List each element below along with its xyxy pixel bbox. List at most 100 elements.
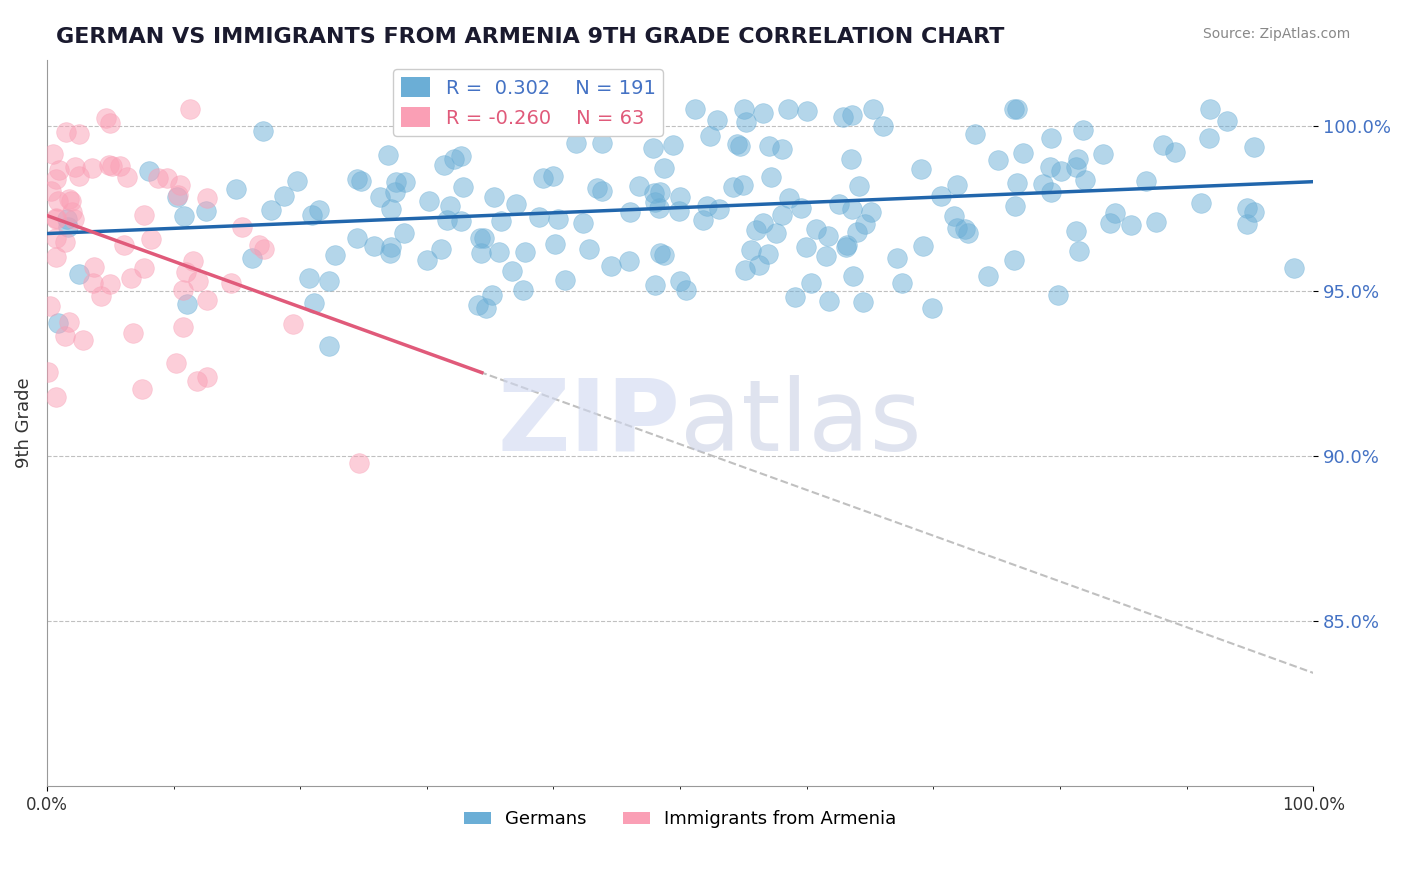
Point xyxy=(349,456,371,470)
Point xyxy=(696,199,718,213)
Point xyxy=(298,270,321,285)
Point xyxy=(67,267,90,281)
Point xyxy=(1144,215,1167,229)
Point xyxy=(186,374,208,388)
Point xyxy=(1050,163,1073,178)
Point xyxy=(1284,260,1306,275)
Point xyxy=(531,171,554,186)
Point xyxy=(1198,131,1220,145)
Point xyxy=(97,158,120,172)
Point xyxy=(132,208,155,222)
Point xyxy=(225,182,247,196)
Point xyxy=(1164,145,1187,160)
Point xyxy=(734,263,756,277)
Point xyxy=(841,108,863,122)
Point xyxy=(146,170,169,185)
Point xyxy=(752,216,775,230)
Point xyxy=(662,138,685,153)
Point xyxy=(628,178,651,193)
Point xyxy=(231,220,253,235)
Point xyxy=(350,173,373,187)
Point xyxy=(346,230,368,244)
Point xyxy=(814,249,837,263)
Point xyxy=(58,192,80,206)
Point xyxy=(89,289,111,303)
Point xyxy=(172,283,194,297)
Point xyxy=(176,296,198,310)
Point xyxy=(910,162,932,177)
Point xyxy=(648,201,671,215)
Point xyxy=(62,204,84,219)
Point xyxy=(745,223,768,237)
Point xyxy=(318,339,340,353)
Point xyxy=(166,190,188,204)
Point xyxy=(613,102,636,116)
Point xyxy=(1040,131,1063,145)
Point xyxy=(1032,177,1054,191)
Point xyxy=(470,246,492,260)
Point xyxy=(834,240,856,254)
Point xyxy=(852,295,875,310)
Point xyxy=(706,113,728,128)
Point xyxy=(82,161,104,176)
Point xyxy=(301,209,323,223)
Point xyxy=(368,190,391,204)
Point xyxy=(544,236,567,251)
Point xyxy=(415,253,437,268)
Point xyxy=(1104,206,1126,220)
Point xyxy=(669,274,692,288)
Point xyxy=(911,239,934,253)
Point xyxy=(377,148,399,162)
Point xyxy=(817,229,839,244)
Point xyxy=(121,326,143,340)
Point xyxy=(115,169,138,184)
Point xyxy=(1189,195,1212,210)
Point xyxy=(45,211,67,225)
Point xyxy=(619,254,641,268)
Point xyxy=(56,212,79,227)
Point xyxy=(62,211,84,226)
Point xyxy=(169,178,191,193)
Point xyxy=(346,172,368,186)
Point xyxy=(174,265,197,279)
Text: ZIP: ZIP xyxy=(498,375,681,472)
Point xyxy=(946,178,969,192)
Point xyxy=(956,227,979,241)
Point xyxy=(283,317,305,331)
Point xyxy=(433,158,456,172)
Point xyxy=(42,146,65,161)
Point xyxy=(721,179,744,194)
Point xyxy=(37,365,59,379)
Point xyxy=(734,115,756,129)
Point xyxy=(699,129,721,144)
Point xyxy=(179,102,201,116)
Point xyxy=(652,161,675,176)
Point xyxy=(139,232,162,246)
Point xyxy=(187,274,209,288)
Point xyxy=(650,185,672,199)
Point xyxy=(619,205,641,219)
Point xyxy=(565,136,588,151)
Point xyxy=(39,299,62,313)
Point xyxy=(547,211,569,226)
Point xyxy=(512,284,534,298)
Point xyxy=(1199,102,1222,116)
Point xyxy=(467,297,489,311)
Point xyxy=(489,214,512,228)
Point xyxy=(63,160,86,174)
Point xyxy=(131,382,153,396)
Point xyxy=(308,203,330,218)
Point xyxy=(842,268,865,283)
Point xyxy=(835,238,858,252)
Point xyxy=(98,277,121,291)
Point xyxy=(707,202,730,216)
Point xyxy=(443,153,465,167)
Point xyxy=(482,190,505,204)
Point xyxy=(138,163,160,178)
Point xyxy=(853,217,876,231)
Point xyxy=(1047,288,1070,302)
Y-axis label: 9th Grade: 9th Grade xyxy=(15,377,32,468)
Point xyxy=(554,272,576,286)
Point xyxy=(1064,224,1087,238)
Point xyxy=(53,235,76,249)
